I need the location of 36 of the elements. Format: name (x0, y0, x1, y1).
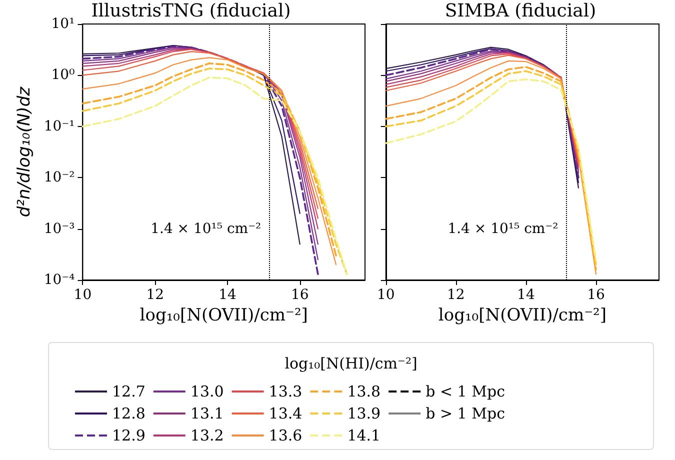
y-tick-label: 10⁻⁴ (44, 272, 76, 288)
x-tick-label: 10 (74, 287, 92, 303)
x-tick-label: 12 (146, 287, 164, 303)
legend-label: 13.3 (268, 382, 302, 400)
legend-label: 12.9 (112, 426, 146, 444)
x-tick-label: 16 (290, 287, 309, 303)
legend-label: 13.4 (268, 404, 302, 422)
x-axis-title: log₁₀[N(OVII)/cm⁻²] (140, 305, 308, 326)
y-tick-label: 10⁻³ (44, 220, 75, 237)
legend-label: 13.9 (347, 404, 381, 422)
y-tick-label: 10⁻² (44, 170, 75, 186)
x-tick-label: 16 (587, 287, 605, 303)
legend-label: 13.0 (190, 382, 224, 400)
x-tick-label: 14 (218, 287, 236, 303)
y-tick-label: 10⁻¹ (44, 118, 75, 134)
y-axis-title: d²n/dlog₁₀(N)dz (14, 86, 34, 218)
legend-label: 13.6 (268, 426, 302, 444)
legend-label: b > 1 Mpc (426, 404, 505, 422)
chart-title: SIMBA (fiducial) (444, 0, 596, 22)
legend-label: 14.1 (347, 426, 381, 444)
x-tick-label: 10 (376, 287, 395, 303)
x-axis-title: log₁₀[N(OVII)/cm⁻²] (438, 305, 606, 326)
legend-label: 13.2 (190, 426, 224, 444)
x-tick-label: 12 (447, 287, 465, 303)
legend-label: 13.1 (190, 404, 224, 422)
ref-line-label: 1.4 × 10¹⁵ cm⁻² (150, 220, 262, 237)
legend-label: b < 1 Mpc (426, 382, 505, 400)
x-tick-label: 14 (517, 287, 535, 303)
legend-label: 12.7 (112, 382, 146, 400)
chart-title: IllustrisTNG (fiducial) (91, 0, 291, 22)
y-tick-label: 10¹ (51, 16, 75, 32)
y-tick-label: 10⁰ (51, 67, 76, 84)
legend-title: log₁₀[N(HI)/cm⁻²] (284, 354, 418, 372)
legend-label: 13.8 (347, 382, 381, 400)
legend-label: 12.8 (112, 404, 146, 422)
ref-line-label: 1.4 × 10¹⁵ cm⁻² (448, 220, 558, 237)
